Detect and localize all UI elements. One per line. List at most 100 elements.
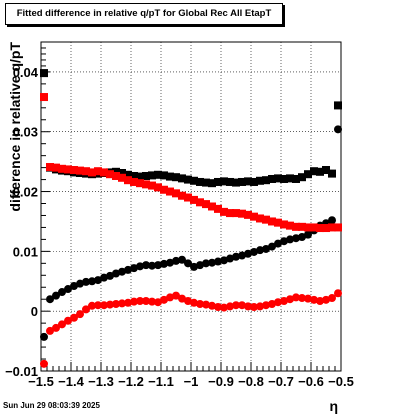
data-point — [232, 209, 240, 218]
data-point — [94, 167, 102, 176]
data-point — [244, 302, 252, 311]
data-point — [52, 291, 60, 300]
data-point — [322, 224, 330, 233]
data-point — [178, 174, 186, 183]
data-point — [328, 294, 336, 303]
data-point — [46, 163, 54, 172]
data-point — [178, 191, 186, 200]
data-point — [316, 167, 324, 176]
data-point — [220, 303, 228, 312]
data-point — [310, 295, 318, 304]
data-point — [88, 301, 96, 310]
axis-ticks: −1.5 −1.4 −1.3 −1.2 −1.1 −1 −0.9 −0.8 −0.7 −0.6 −0… — [5, 47, 354, 389]
data-point — [298, 222, 306, 231]
data-point — [178, 294, 186, 303]
data-point — [286, 221, 294, 230]
data-point — [94, 276, 102, 285]
data-point — [190, 195, 198, 204]
data-point — [298, 294, 306, 303]
data-point — [292, 234, 300, 243]
data-point — [112, 269, 120, 278]
data-point — [226, 177, 234, 186]
data-point — [214, 257, 222, 266]
data-point — [226, 302, 234, 311]
data-point — [196, 177, 204, 186]
y-tick-label: 0.04 — [13, 65, 39, 80]
data-point — [226, 254, 234, 263]
data-point — [268, 174, 276, 183]
data-point — [160, 295, 168, 304]
data-point — [196, 261, 204, 270]
data-point — [238, 251, 246, 260]
data-point — [76, 310, 84, 319]
data-point — [202, 300, 210, 309]
data-point — [70, 313, 78, 322]
data-point — [154, 298, 162, 307]
y-tick-label: 0 — [31, 304, 38, 319]
data-point — [70, 282, 78, 291]
data-point — [256, 302, 264, 311]
data-point — [166, 172, 174, 181]
x-tick-label: −0.5 — [328, 374, 354, 389]
series-2 — [40, 125, 342, 341]
data-point — [196, 198, 204, 207]
data-point — [142, 180, 150, 189]
data-point — [232, 252, 240, 261]
data-point — [106, 170, 114, 179]
data-point — [262, 176, 270, 185]
y-tick-label: 0.02 — [13, 185, 38, 200]
data-point — [196, 300, 204, 309]
data-point — [190, 176, 198, 185]
x-tick-label: −0.9 — [208, 374, 234, 389]
data-point — [202, 178, 210, 187]
data-point — [76, 279, 84, 288]
data-point — [334, 223, 342, 232]
data-point — [280, 297, 288, 306]
data-point — [106, 300, 114, 309]
chart-title-box: Fitted difference in relative q/pT for G… — [5, 3, 283, 25]
data-point — [166, 187, 174, 196]
data-point — [40, 332, 48, 341]
data-point — [208, 301, 216, 310]
data-point — [40, 359, 48, 368]
data-point — [280, 237, 288, 246]
data-point — [58, 320, 66, 329]
data-point — [232, 178, 240, 187]
data-point — [148, 261, 156, 270]
data-point — [124, 176, 132, 185]
data-point — [130, 297, 138, 306]
data-point — [154, 261, 162, 270]
data-point — [274, 298, 282, 307]
data-point — [136, 172, 144, 181]
data-point — [124, 298, 132, 307]
data-point — [148, 297, 156, 306]
data-point — [100, 168, 108, 177]
data-point — [64, 316, 72, 325]
data-point — [112, 171, 120, 180]
data-point — [82, 277, 90, 286]
data-point — [52, 323, 60, 332]
data-point — [202, 200, 210, 209]
data-point — [70, 166, 78, 175]
data-point — [262, 244, 270, 253]
data-point — [202, 259, 210, 268]
data-point — [280, 174, 288, 183]
data-point — [64, 285, 72, 294]
data-point — [154, 183, 162, 192]
data-point — [88, 168, 96, 177]
data-point — [226, 209, 234, 218]
data-point — [148, 171, 156, 180]
data-point — [220, 256, 228, 265]
x-tick-label: −1.2 — [118, 374, 144, 389]
data-point — [250, 247, 258, 256]
data-point — [286, 295, 294, 304]
data-point — [280, 220, 288, 229]
data-point — [322, 166, 330, 175]
data-point — [40, 93, 48, 102]
data-point — [250, 212, 258, 221]
data-point — [244, 177, 252, 186]
data-point — [118, 267, 126, 276]
data-point — [214, 177, 222, 186]
data-point — [166, 258, 174, 267]
data-point — [304, 170, 312, 179]
